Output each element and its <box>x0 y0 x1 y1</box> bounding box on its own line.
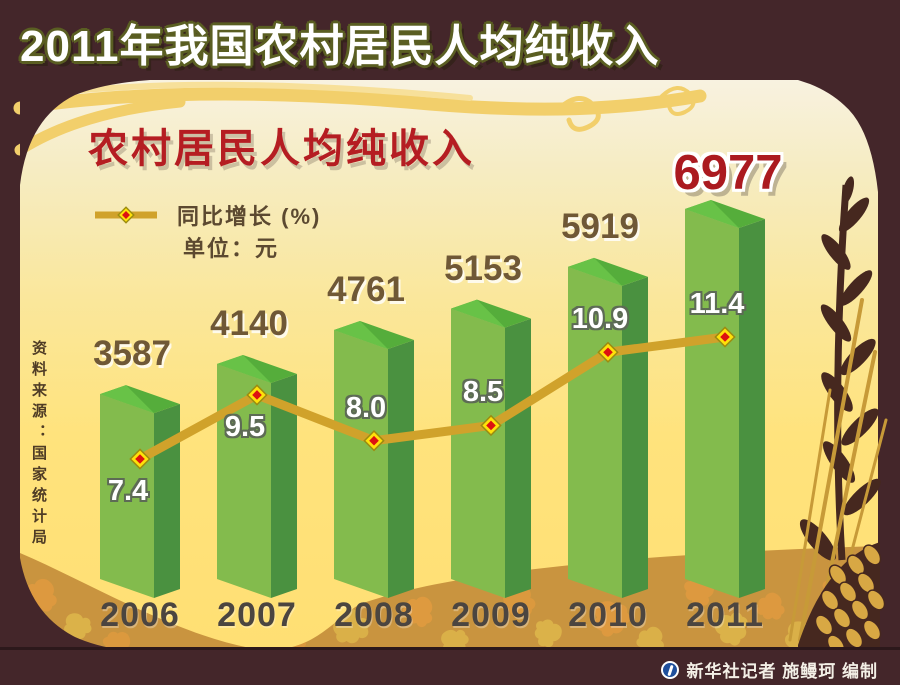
footer-bar: 新华社记者 施鳗珂 编制 <box>0 647 900 685</box>
chart-panel <box>20 80 878 650</box>
xinhua-logo-icon <box>660 660 679 679</box>
header-bar: 2011年我国农村居民人均纯收入 <box>0 0 900 80</box>
credit-text: 新华社记者 施鳗珂 编制 <box>686 662 878 681</box>
page-title: 2011年我国农村居民人均纯收入 <box>20 22 660 71</box>
credit: 新华社记者 施鳗珂 编制 <box>660 657 878 682</box>
